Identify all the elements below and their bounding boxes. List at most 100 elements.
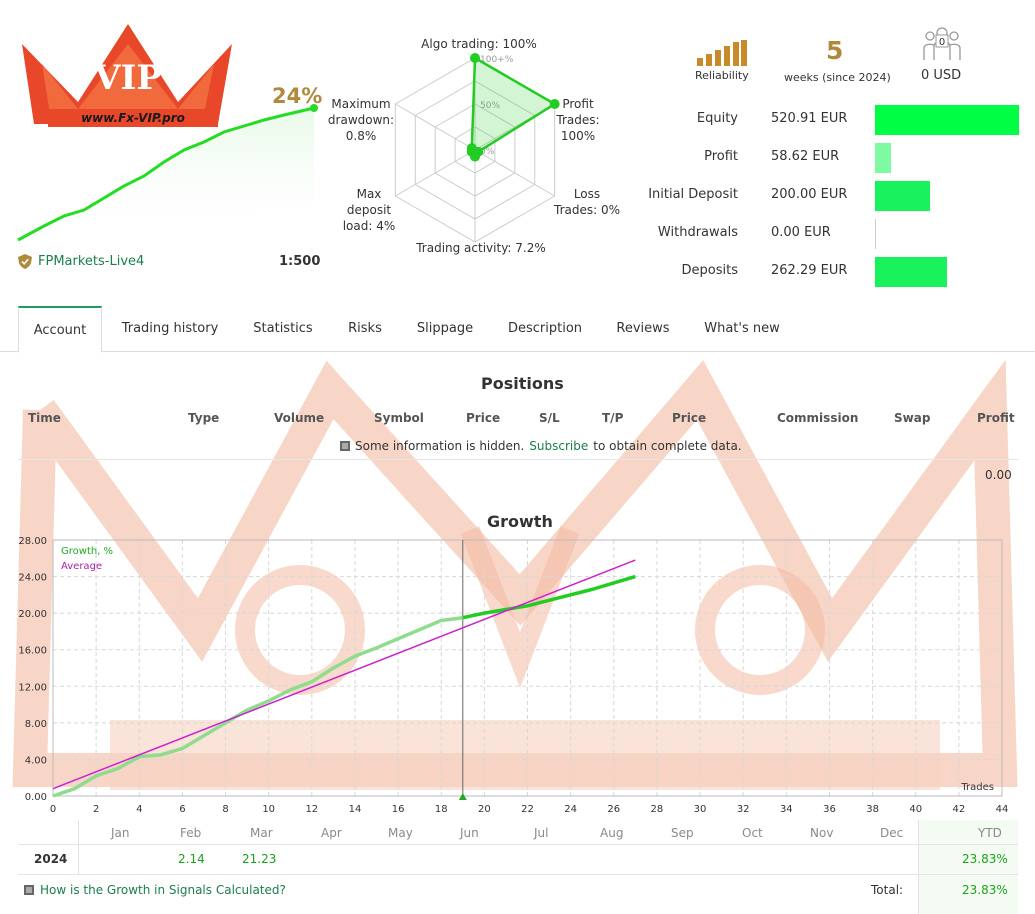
radar-label-algo: Algo trading: 100% [421,37,537,51]
broker-name[interactable]: FPMarkets-Live4 [38,254,145,269]
radar-axis [395,149,476,197]
x-tick-label: 38 [866,804,879,815]
lock-icon [340,441,350,451]
tab-reviews[interactable]: Reviews [616,321,670,336]
legend-growth: Growth, % [61,546,113,557]
month-sep: Sep [671,826,694,840]
growth-faq[interactable]: How is the Growth in Signals Calculated? [24,883,286,897]
month-mar: Mar [250,826,273,840]
risk-radar: 100+% 50% 0% Algo trading: 100% Profit Tra… [320,30,640,270]
x-tick-label: 24 [564,804,577,815]
radar-point [470,53,480,63]
radar-label-activity: Trading activity: 7.2% [416,241,546,255]
x-tick-label: 6 [179,804,185,815]
verified-shield-icon [18,254,32,269]
stat-row-initial-deposit: Initial Deposit 200.00 EUR [640,179,1030,213]
subscribers-icon: 0 [923,27,961,60]
month-jun: Jun [460,826,479,840]
reliability-icon [697,40,747,66]
ytd-value: 23.83% [962,852,1008,866]
tab-slippage[interactable]: Slippage [416,321,474,336]
col-tp: T/P [602,411,624,425]
stat-value: 520.91 EUR [771,111,848,126]
col-time: Time [28,411,61,425]
stat-bar [875,143,891,173]
tab-description[interactable]: Description [507,321,583,336]
divider [78,820,79,874]
y-tick-label: 4.00 [25,755,47,766]
hidden-info-note: Some information is hidden. Subscribe to… [340,439,742,453]
month-jul: Jul [534,826,549,840]
month-dec: Dec [880,826,904,840]
broker-server[interactable]: FPMarkets-Live4 [18,254,144,269]
positions-profit-total: 0.00 [985,468,1012,482]
site-logo: www.Fx-VIP.pro VIP [22,24,232,127]
col-symbol: Symbol [374,411,424,425]
month-oct: Oct [742,826,763,840]
stat-value: 200.00 EUR [771,187,848,202]
x-tick-label: 28 [651,804,664,815]
col-swap: Swap [894,411,931,425]
radar-point [549,99,560,109]
hidden-note-text: Some information is hidden. [355,439,525,453]
logo-vip-text: VIP [93,58,162,98]
weeks-count: 5 [826,36,844,65]
y-tick-label: 24.00 [18,573,47,584]
x-tick-label: 20 [478,804,491,815]
stat-label: Deposits [681,263,738,278]
stat-label: Withdrawals [657,225,738,240]
positions-title: Positions [481,374,564,393]
ytd-header: YTD [978,826,1002,840]
x-tick-label: 0 [50,804,56,815]
month-feb: Feb [180,826,202,840]
month-value-mar: 21.23 [242,852,277,866]
total-label: Total: [871,883,904,897]
cursor-marker [458,793,467,800]
subscribe-link[interactable]: Subscribe [529,439,589,453]
stat-label: Equity [696,111,738,126]
tab-whats-new[interactable]: What's new [704,321,780,336]
subscribers-count: 0 [939,37,945,48]
x-tick-label: 30 [694,804,707,815]
radar-label-loss: Loss Trades: 0% [554,187,620,217]
stat-label: Initial Deposit [648,187,738,202]
col-price: Price [466,411,501,425]
stat-value: 262.29 EUR [771,263,848,278]
weeks-label: weeks (since 2024) [784,71,891,84]
x-tick-label: 12 [305,804,318,815]
total-value: 23.83% [962,883,1008,897]
stat-bar [875,105,1019,135]
col-profit: Profit [977,411,1015,425]
x-tick-label: 32 [737,804,750,815]
legend-average: Average [61,561,102,572]
stat-bar [875,181,930,211]
x-axis-label: Trades [960,782,994,793]
tab-account[interactable]: Account [18,306,102,353]
month-apr: Apr [321,826,342,840]
average-line [52,559,636,790]
stat-row-deposits: Deposits 262.29 EUR [640,255,1030,289]
divider [918,820,919,914]
stat-value: 58.62 EUR [771,149,840,164]
month-value-feb: 2.14 [178,852,205,866]
stat-row-withdrawals: Withdrawals 0.00 EUR [640,217,1030,251]
stat-bar [875,219,876,249]
radar-tick-label: 50% [480,101,500,111]
subscribers-value: 0 USD [921,68,962,83]
reliability-label: Reliability [695,69,749,82]
plot-frame [52,539,1003,797]
x-tick-label: 40 [909,804,922,815]
tab-statistics[interactable]: Statistics [253,321,313,336]
growth-line [462,574,636,620]
leverage: 1:500 [279,254,321,269]
radar-value-area [470,55,558,159]
radar-chart: 100+% 50% 0% [394,53,560,243]
y-tick-label: 0.00 [25,792,47,803]
y-tick-label: 28.00 [18,536,47,547]
x-tick-label: 22 [521,804,534,815]
tab-risks[interactable]: Risks [348,321,382,336]
tab-trading-history[interactable]: Trading history [121,321,219,336]
growth-faq-link[interactable]: How is the Growth in Signals Calculated? [40,883,286,897]
stat-row-profit: Profit 58.62 EUR [640,141,1030,175]
growth-line-past [52,615,464,798]
